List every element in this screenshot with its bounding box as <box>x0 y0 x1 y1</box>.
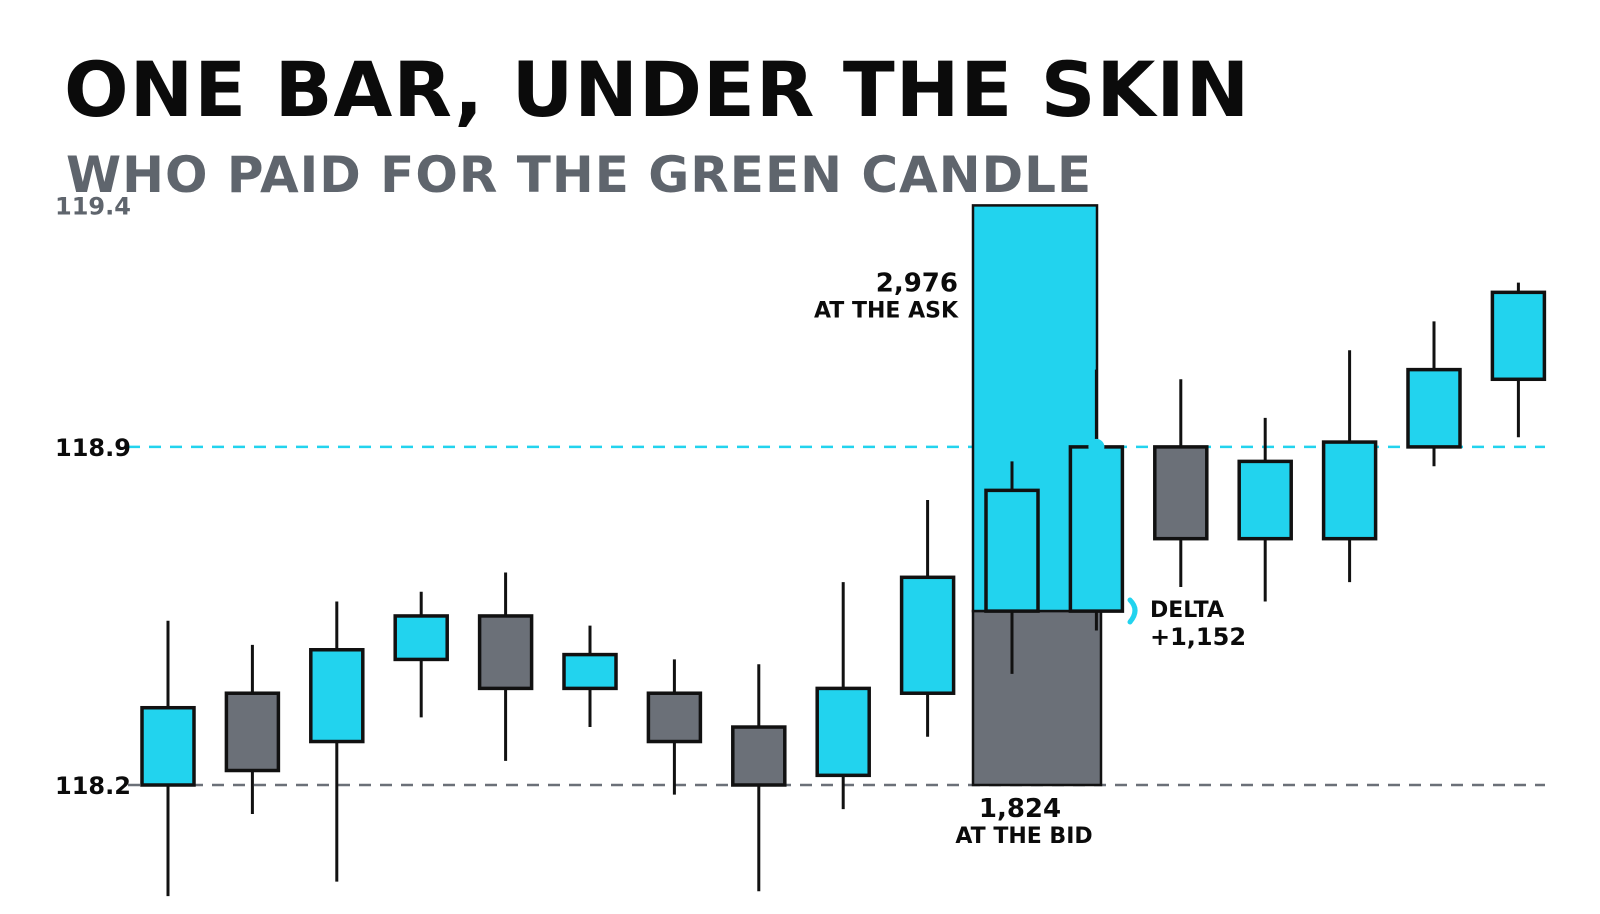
y-tick-label-1: 118.9 <box>55 434 131 462</box>
reference-lines <box>128 445 1545 787</box>
candle-body-2 <box>309 648 365 744</box>
delta-label: DELTA <box>1150 598 1224 623</box>
candle-3 <box>393 591 449 718</box>
candle-0 <box>140 620 196 897</box>
candle-12 <box>1153 379 1209 587</box>
candle-15 <box>1406 321 1462 467</box>
candle-body-14 <box>1321 440 1378 541</box>
y-tick-label-2: 118.2 <box>55 772 131 800</box>
candle-body-1 <box>224 691 281 773</box>
candle-body-10 <box>984 488 1040 613</box>
ask-volume-value: 2,976 <box>876 268 958 298</box>
bid-volume-value: 1,824 <box>979 794 1061 824</box>
candle-body-9 <box>899 575 956 695</box>
candle-6 <box>646 659 703 795</box>
candle-body-15 <box>1406 367 1462 449</box>
candle-13 <box>1237 417 1293 602</box>
candle-body-16 <box>1490 290 1547 382</box>
bid-volume-label: AT THE BID <box>955 824 1092 849</box>
chart-title: ONE BAR, UNDER THE SKIN <box>64 45 1251 134</box>
candle-4 <box>477 572 534 761</box>
y-tick-label-0: 119.4 <box>55 192 131 220</box>
candle-body-11 <box>1068 445 1125 613</box>
candle-body-3 <box>393 614 449 662</box>
ask-volume-label: AT THE ASK <box>814 298 959 323</box>
candle-body-8 <box>815 686 871 778</box>
candle-body-13 <box>1237 459 1293 541</box>
chart-subtitle: WHO PAID FOR THE GREEN CANDLE <box>66 146 1093 204</box>
candle-16 <box>1490 282 1547 438</box>
delta-bracket <box>1127 597 1138 625</box>
candle-8 <box>815 582 871 810</box>
candle-body-0 <box>140 705 196 787</box>
candle-11 <box>1068 369 1125 631</box>
candle-7 <box>731 664 787 892</box>
bid-volume-bar <box>971 609 1103 787</box>
candle-body-6 <box>646 691 703 744</box>
candle-5 <box>562 625 618 728</box>
candles <box>140 282 1547 897</box>
y-axis-ticks: 119.4 118.9 118.2 <box>55 192 131 800</box>
candle-body-5 <box>562 652 618 691</box>
candle-body-12 <box>1153 445 1209 541</box>
delta-value: +1,152 <box>1150 623 1246 651</box>
candle-1 <box>224 644 281 814</box>
close-marker <box>1088 438 1105 455</box>
candle-body-7 <box>731 725 787 787</box>
candle-10 <box>984 461 1040 674</box>
candle-14 <box>1321 350 1378 583</box>
candle-9 <box>899 500 956 737</box>
candle-2 <box>309 601 365 882</box>
candle-body-4 <box>477 614 534 691</box>
